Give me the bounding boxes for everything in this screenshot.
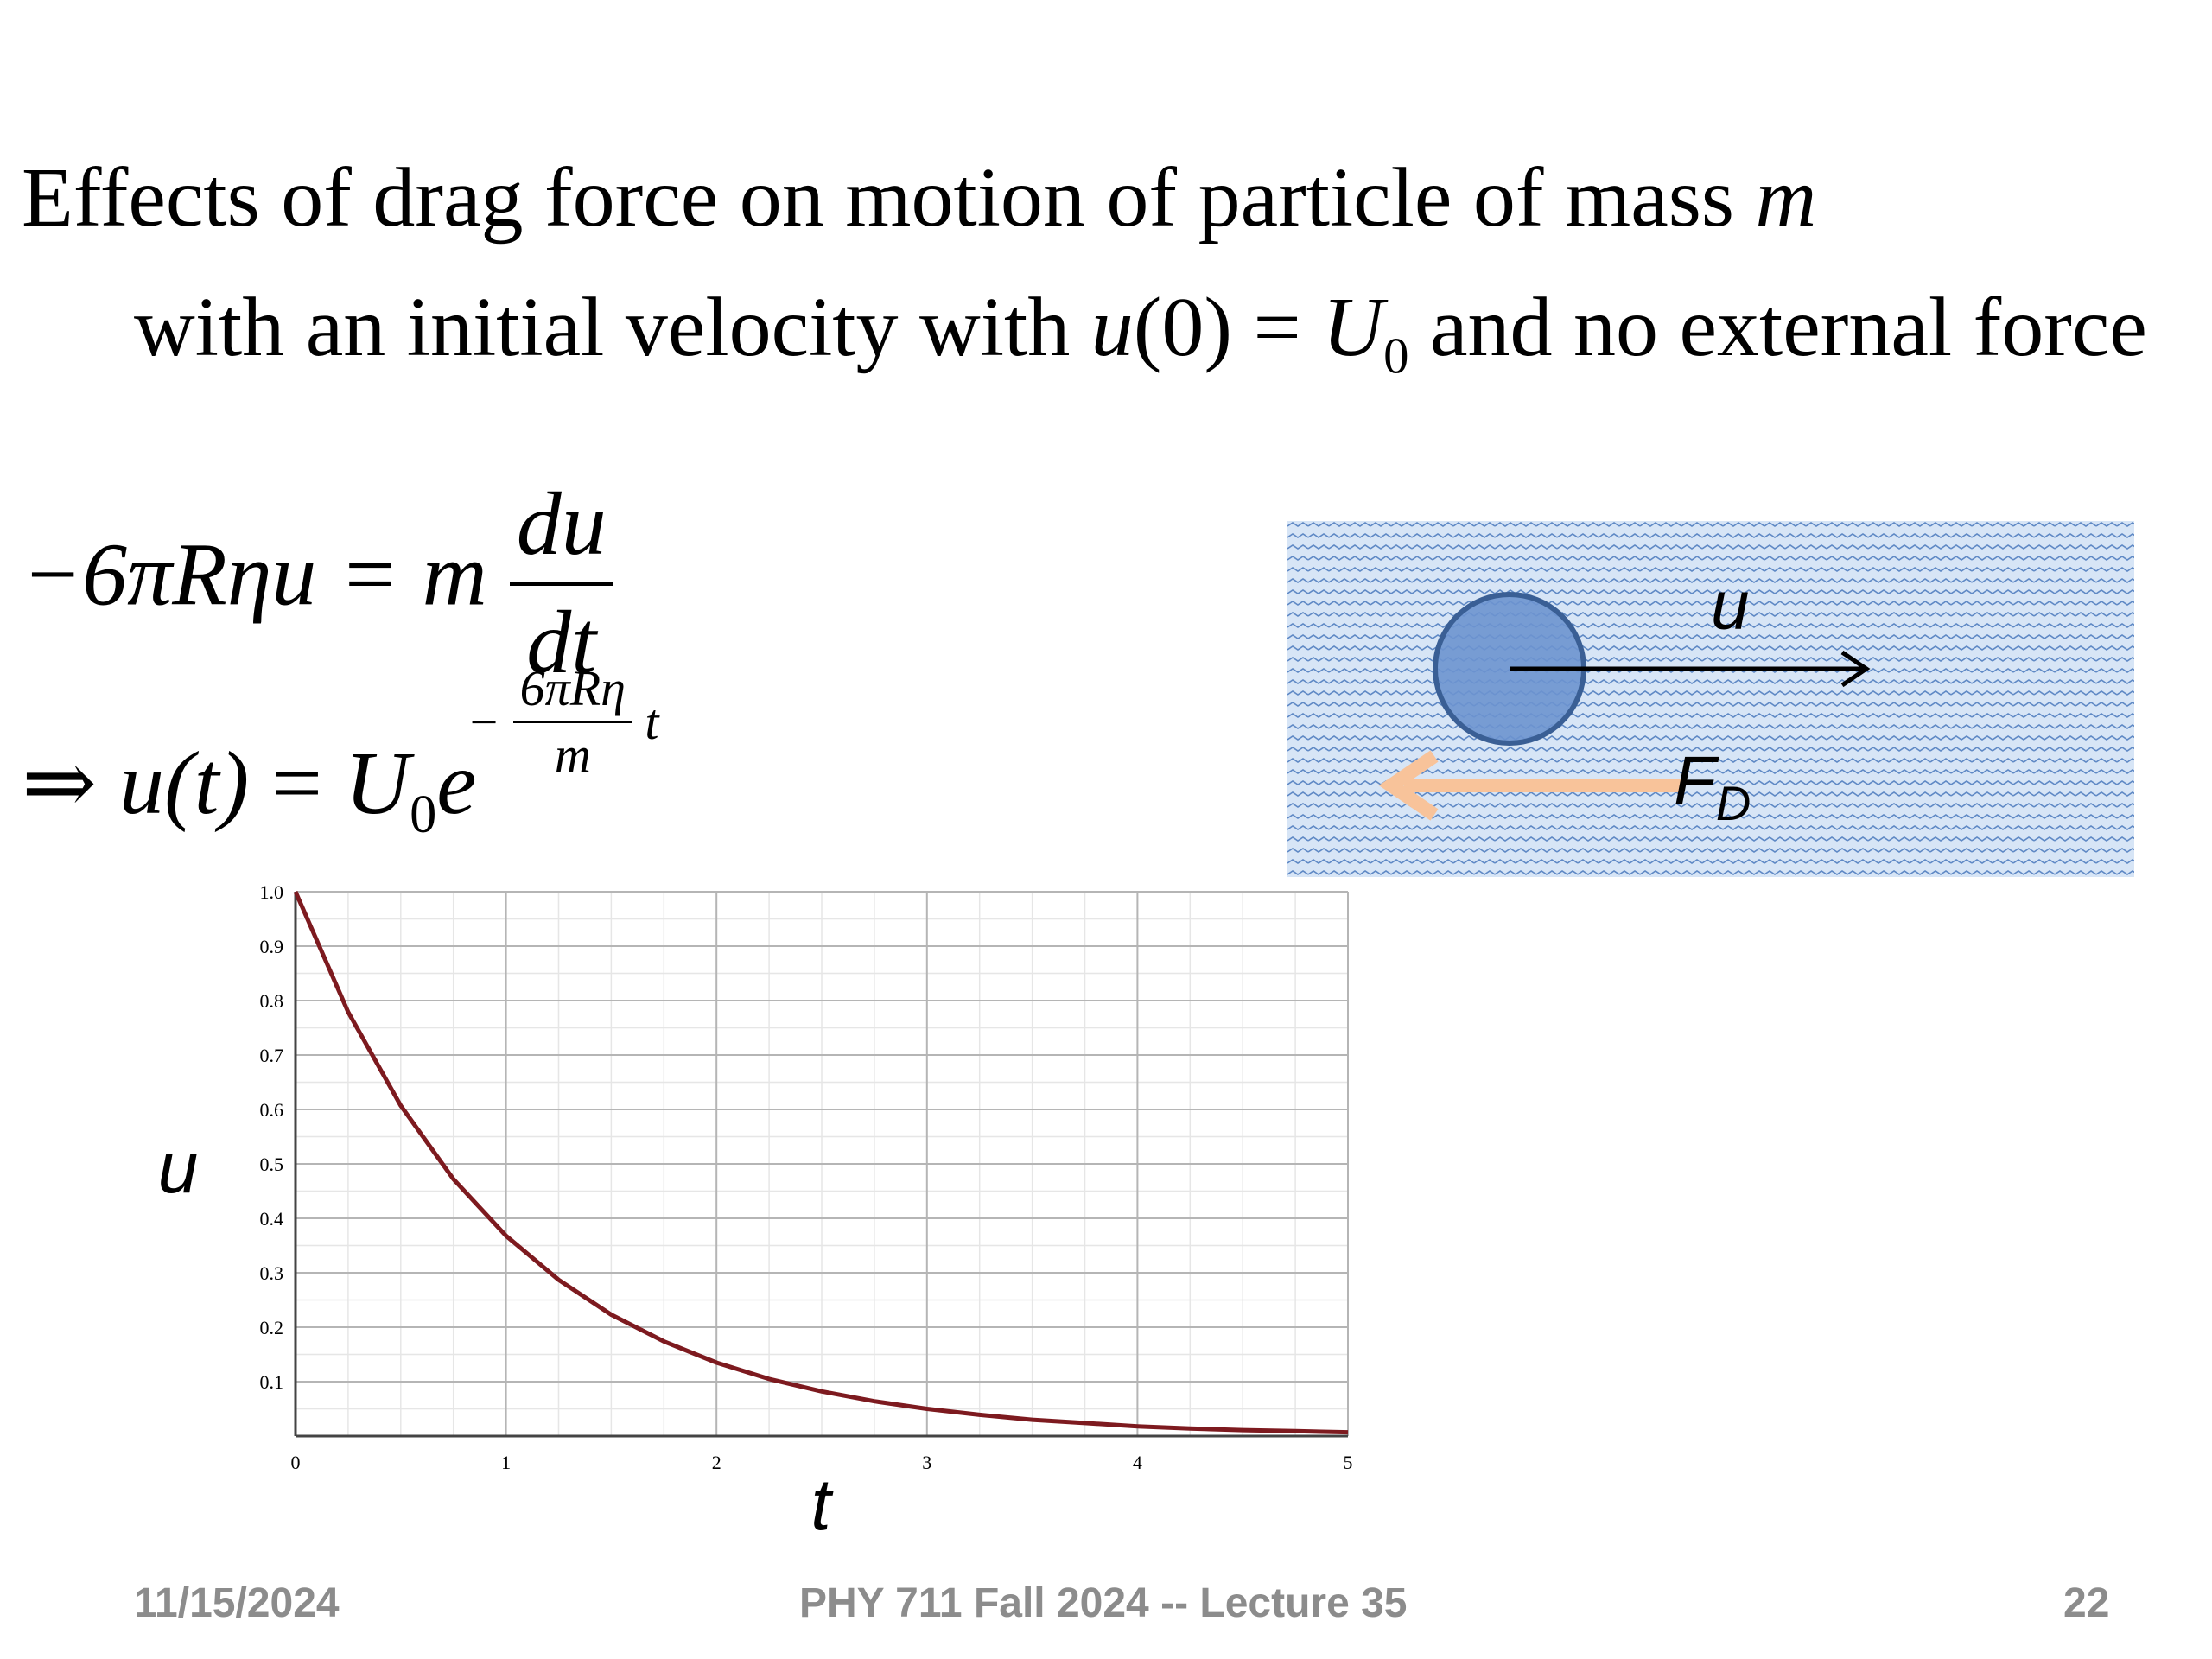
subtitle-U: U [1322,281,1384,374]
exponent-numerator: 6πRη [519,660,626,716]
footer-date: 11/15/2024 [134,1580,340,1626]
exponent: − 6πRη m t [467,664,659,780]
velocity-arrow [1510,650,1871,688]
y-tick-label: 0.4 [260,1208,284,1230]
subtitle-U-sub: 0 [1383,327,1409,385]
velocity-decay-chart: 0 1 2 3 4 5 0.1 0.2 0.3 0.4 0.5 0.6 0.7 0.8 0.9 1.0 t u [158,881,1353,1545]
footer-course: PHY 711 Fall 2024 -- Lecture 35 [799,1580,1408,1626]
exponent-sign: − [467,694,501,750]
eq2-u: u [119,734,165,833]
y-tick-label: 0.1 [260,1371,284,1393]
equation-of-motion: −6πRηu = m du dt [22,480,613,688]
x-tick-label: 5 [1344,1452,1353,1473]
subtitle-eq: = [1232,281,1323,374]
y-tick-label: 0.8 [260,990,284,1012]
eq2-U: U [344,734,410,833]
footer-page-number: 22 [2063,1580,2110,1626]
y-tick-label: 0.3 [260,1262,284,1284]
title-mass-var: m [1755,151,1817,245]
y-tick-label: 0.9 [260,936,284,957]
y-axis-label: u [158,1127,199,1208]
drag-force-arrow [1378,750,1681,821]
y-tick-label: 0.5 [260,1154,284,1175]
x-tick-label: 1 [501,1452,511,1473]
eq1-fraction: du dt [509,474,613,692]
x-tick-label: 2 [712,1452,721,1473]
eq2-arrow: ⇒ [22,734,120,833]
slide-subtitle: with an initial velocity with u(0) = U0 … [134,285,2147,382]
drag-force-label: FD [1674,742,1751,830]
eq1-denominator: dt [526,593,597,692]
x-tick-label: 0 [291,1452,301,1473]
subtitle-arg: (0) [1133,281,1233,374]
drag-force-sub: D [1716,776,1751,830]
exponent-t: t [645,694,659,750]
exponent-fraction-bar [512,721,632,723]
exponent-denominator: m [554,727,591,783]
x-tick-label: 3 [922,1452,931,1473]
subtitle-pre: with an initial velocity with [134,281,1091,374]
particle-fluid-figure: u FD [1287,521,2134,877]
eq2-e: e [436,734,477,833]
x-tick-label: 4 [1133,1452,1142,1473]
eq1-numerator: du [516,474,607,574]
subtitle-u: u [1090,281,1134,374]
x-axis-label: t [810,1464,834,1545]
y-tick-label: 0.2 [260,1317,284,1338]
drag-force-F: F [1674,742,1719,819]
y-tick-label: 0.6 [260,1099,284,1121]
slide-title: Effects of drag force on motion of parti… [22,156,1816,240]
solution-equation: ⇒ u(t) = U0e [22,739,476,842]
eq2-U-sub: 0 [410,784,437,844]
exponent-fraction: 6πRη m [512,660,632,783]
y-tick-label: 0.7 [260,1045,284,1066]
y-tick-label: 1.0 [260,881,284,903]
eq1-lhs: −6πRηu = m [22,524,487,625]
eq1-fraction-bar [509,582,613,586]
title-text: Effects of drag force on motion of parti… [22,151,1756,245]
eq2-arg: (t) [164,734,250,833]
subtitle-post: and no external force [1408,281,2147,374]
velocity-label: u [1711,567,1750,644]
eq2-eq: = [249,734,345,833]
